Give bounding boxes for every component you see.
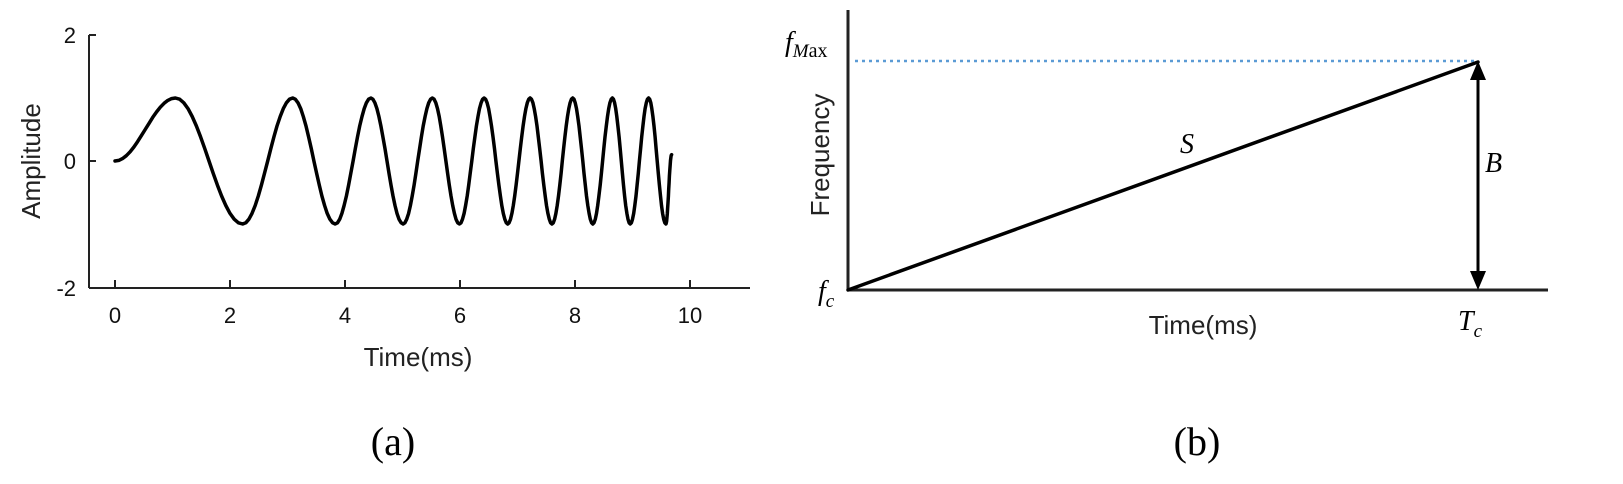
panel-b-fmax-label: fMax xyxy=(785,27,828,62)
panel-a-x-tick-label: 4 xyxy=(339,303,351,328)
panel-b-tc-t: T xyxy=(1458,306,1476,337)
panel-b-slope-label: S xyxy=(1180,129,1194,160)
caption-a: (a) xyxy=(371,419,415,464)
panel-b-fmax-sub: M xyxy=(792,41,810,62)
panel-b-bandwidth-label: B xyxy=(1485,148,1502,179)
panel-a-x-tick-label: 6 xyxy=(454,303,466,328)
panel-b-fmax-f: f xyxy=(785,27,796,58)
panel-a-x-axis-title: Time(ms) xyxy=(364,342,473,372)
panel-a-y-tick-label: 0 xyxy=(64,149,76,174)
panel-a-y-axis-title: Amplitude xyxy=(16,103,46,219)
panel-a-x-tick-label: 10 xyxy=(678,303,702,328)
panel-b-fc-f: f xyxy=(818,276,829,307)
panel-b-y-axis-title: Frequency xyxy=(805,94,835,217)
panel-b-frequency-ramp-line xyxy=(846,60,1480,292)
panel-a-chirp-signal-line xyxy=(113,96,674,226)
panel-a-x-tick-label: 8 xyxy=(569,303,581,328)
panel-a-x-tick-label: 0 xyxy=(109,303,121,328)
panel-b-bandwidth-arrow-head-top xyxy=(1470,61,1486,80)
caption-b: (b) xyxy=(1174,419,1221,464)
panel-a-chart: 2 0 -2 0 2 4 6 8 10 Time(ms) Amplitude xyxy=(16,23,750,372)
panel-a-y-tick-label: 2 xyxy=(64,23,76,48)
panel-b-chart: Time(ms) Frequency fMax fc Tc S B xyxy=(785,10,1548,342)
panel-b-fmax-suffix: ax xyxy=(809,40,828,62)
panel-b-fc-label: fc xyxy=(818,276,835,312)
panel-b-x-axis-title: Time(ms) xyxy=(1149,310,1258,340)
panel-b-tc-label: Tc xyxy=(1458,306,1483,342)
panel-b-bandwidth-arrow-head-bottom xyxy=(1470,271,1486,290)
panel-b-tc-sub: c xyxy=(1474,321,1483,342)
panel-a-x-tick-label: 2 xyxy=(224,303,236,328)
panel-a-y-tick-label: -2 xyxy=(56,276,76,301)
panel-b-fc-sub: c xyxy=(826,291,835,312)
